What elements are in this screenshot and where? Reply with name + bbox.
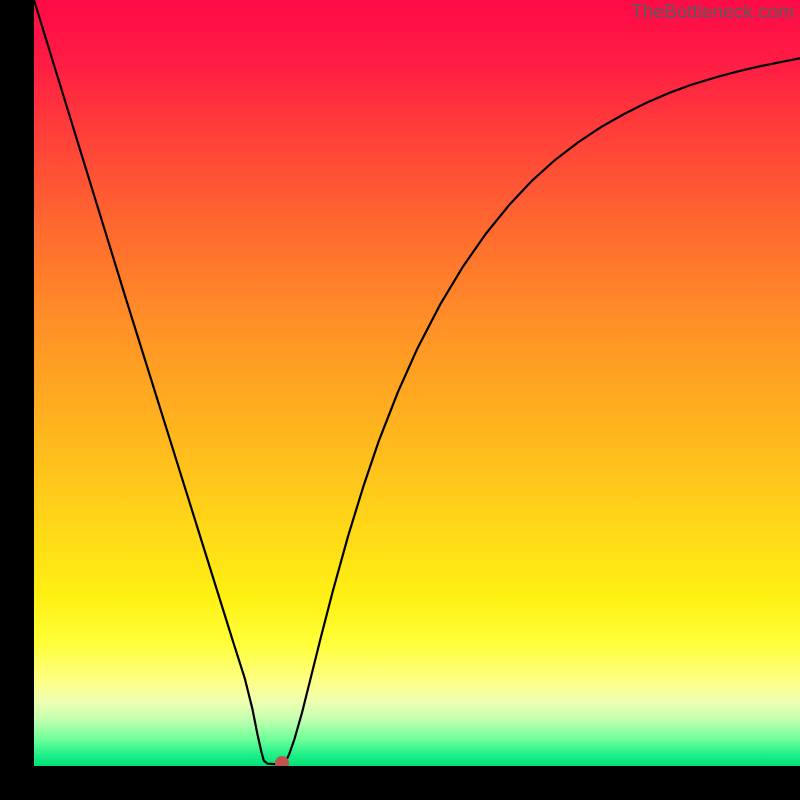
chart-curve-layer: [34, 0, 800, 766]
minimum-marker: [275, 756, 289, 766]
bottleneck-curve: [34, 0, 800, 764]
watermark-text: TheBottleneck.com: [631, 2, 794, 24]
chart-outer-frame: TheBottleneck.com: [0, 0, 800, 800]
chart-plot-area: TheBottleneck.com: [34, 0, 800, 766]
